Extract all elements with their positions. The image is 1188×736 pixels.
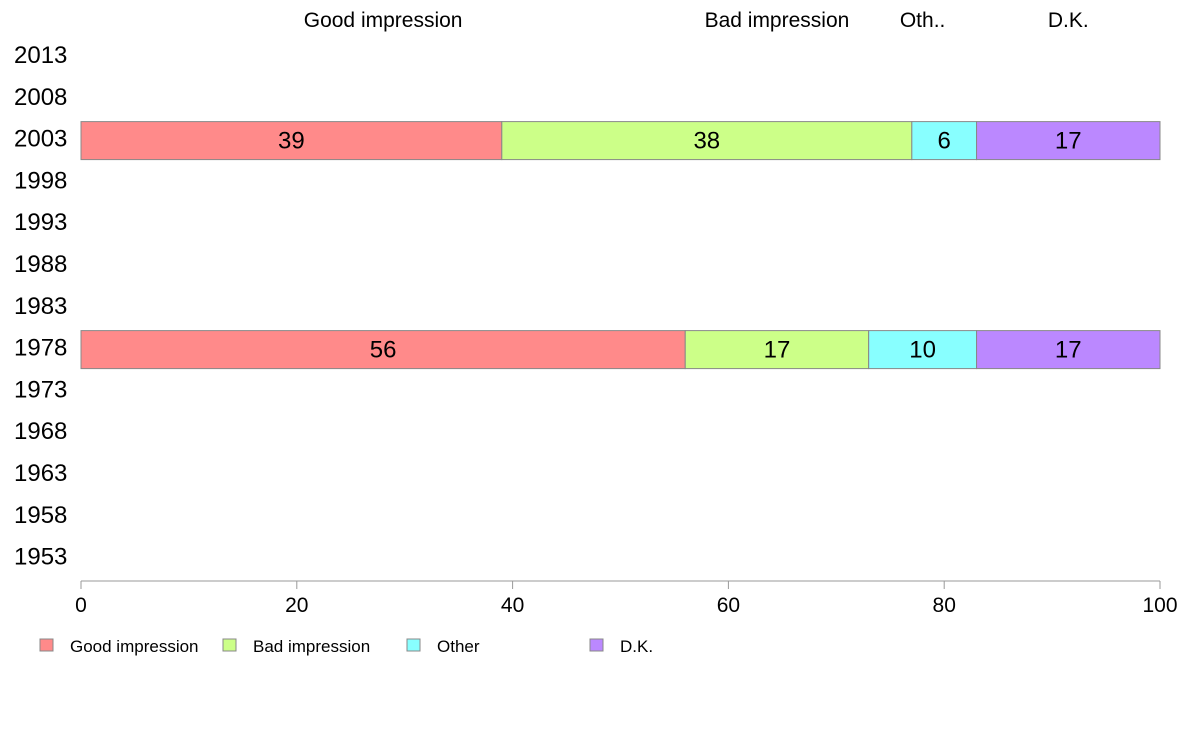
series-header: Oth.. <box>900 9 946 32</box>
bar-segment <box>80 330 686 370</box>
series-headers: Good impression Bad impression Oth.. D.K. <box>304 9 1089 32</box>
legend-label: Other <box>437 637 480 656</box>
bar-segment <box>868 330 978 370</box>
bars: 39 38 6 17 56 17 10 17 <box>80 121 1161 370</box>
year-label: 2003 <box>14 126 67 153</box>
year-label: 1978 <box>14 335 67 362</box>
x-tick-label: 0 <box>75 594 87 617</box>
year-label: 2008 <box>14 84 67 111</box>
year-label: 1958 <box>14 502 67 529</box>
bar-value-label: 56 <box>370 337 397 364</box>
year-label: 1993 <box>14 209 67 236</box>
x-axis: 0 20 40 60 80 100 <box>75 580 1178 617</box>
year-labels: 2013 2008 2003 1998 1993 1988 1983 1978 1973 1968… <box>14 42 67 571</box>
legend-swatch <box>222 638 237 652</box>
bar-segment <box>976 121 1161 161</box>
bar-segment <box>80 121 503 161</box>
legend-label: Bad impression <box>253 637 370 656</box>
x-tick-label: 100 <box>1142 594 1177 617</box>
year-label: 1953 <box>14 544 67 571</box>
legend-label: D.K. <box>620 637 653 656</box>
bar-segment <box>976 330 1161 370</box>
year-label: 1968 <box>14 418 67 445</box>
x-tick-label: 80 <box>933 594 956 617</box>
year-label: 1988 <box>14 251 67 278</box>
series-header: Bad impression <box>705 9 850 32</box>
bar-value-label: 17 <box>764 337 791 364</box>
legend-swatch <box>589 638 604 652</box>
bar-value-label: 17 <box>1055 337 1082 364</box>
bar-value-label: 17 <box>1055 128 1082 155</box>
year-label: 1973 <box>14 376 67 403</box>
bar-value-label: 39 <box>278 128 305 155</box>
bar-value-label: 10 <box>909 337 936 364</box>
bar-segment <box>684 330 870 370</box>
legend-swatch <box>406 638 421 652</box>
series-header: D.K. <box>1048 9 1089 32</box>
x-tick-label: 60 <box>717 594 740 617</box>
x-tick-label: 20 <box>285 594 308 617</box>
bar-value-label: 38 <box>693 128 720 155</box>
year-label: 1983 <box>14 293 67 320</box>
legend-swatch <box>39 638 54 652</box>
year-label: 1963 <box>14 460 67 487</box>
series-header: Good impression <box>304 9 463 32</box>
legend-label: Good impression <box>70 637 199 656</box>
legend: Good impression Bad impression Other D.K. <box>39 637 653 656</box>
year-label: 1998 <box>14 167 67 194</box>
x-tick-label: 40 <box>501 594 524 617</box>
bar-segment <box>911 121 978 161</box>
bar-value-label: 6 <box>938 128 951 155</box>
year-label: 2013 <box>14 42 67 69</box>
bar-segment <box>501 121 913 161</box>
